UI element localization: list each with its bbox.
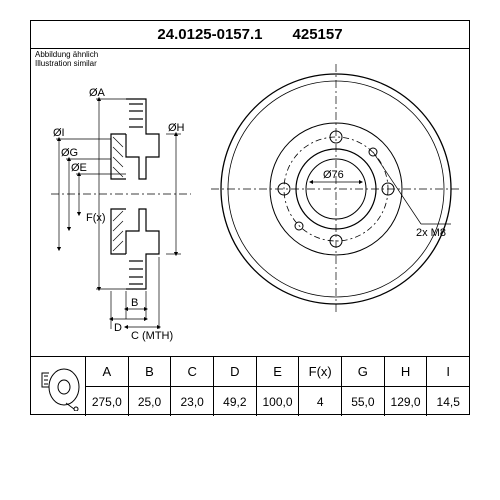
col-i: I [427,357,469,386]
val-d: 49,2 [214,387,257,416]
side-view: ØI ØG ØE ØH ØA F(x) B D C (MTH) [51,79,191,349]
col-h: H [385,357,428,386]
brake-disc-icon [34,363,82,411]
label-og: ØG [61,147,78,159]
label-oe: ØE [71,162,87,174]
label-fx: F(x) [86,212,106,224]
header-bar: 24.0125-0157.1 425157 [31,21,469,49]
hub-label: Ø76 [323,169,344,181]
label-b: B [131,297,138,309]
label-c: C (MTH) [131,330,173,342]
front-view: Ø76 2x M8 [211,64,461,314]
label-d: D [114,322,122,334]
label-oh: ØH [168,122,185,134]
table-value-row: 275,0 25,0 23,0 49,2 100,0 4 55,0 129,0 … [86,387,469,416]
col-a: A [86,357,129,386]
part-number: 24.0125-0157.1 [157,26,262,43]
col-d: D [214,357,257,386]
col-f: F(x) [299,357,342,386]
val-g: 55,0 [342,387,385,416]
label-oi: ØI [53,127,65,139]
drawing-frame: 24.0125-0157.1 425157 Abbildung ähnlich … [30,20,470,415]
val-i: 14,5 [427,387,469,416]
col-b: B [129,357,172,386]
val-h: 129,0 [385,387,428,416]
val-a: 275,0 [86,387,129,416]
table-header-row: A B C D E F(x) G H I [86,357,469,387]
val-f: 4 [299,387,342,416]
spec-table: A B C D E F(x) G H I 275,0 25,0 23,0 49,… [31,356,469,416]
val-e: 100,0 [257,387,300,416]
short-code: 425157 [293,26,343,43]
label-oa: ØA [89,87,106,99]
val-b: 25,0 [129,387,172,416]
col-g: G [342,357,385,386]
col-e: E [257,357,300,386]
col-c: C [171,357,214,386]
diagram-area: ØI ØG ØE ØH ØA F(x) B D C (MTH) [31,49,469,356]
data-table: A B C D E F(x) G H I 275,0 25,0 23,0 49,… [86,357,469,416]
val-c: 23,0 [171,387,214,416]
bolt-label: 2x M8 [416,227,446,239]
disc-icon-cell [31,357,86,416]
